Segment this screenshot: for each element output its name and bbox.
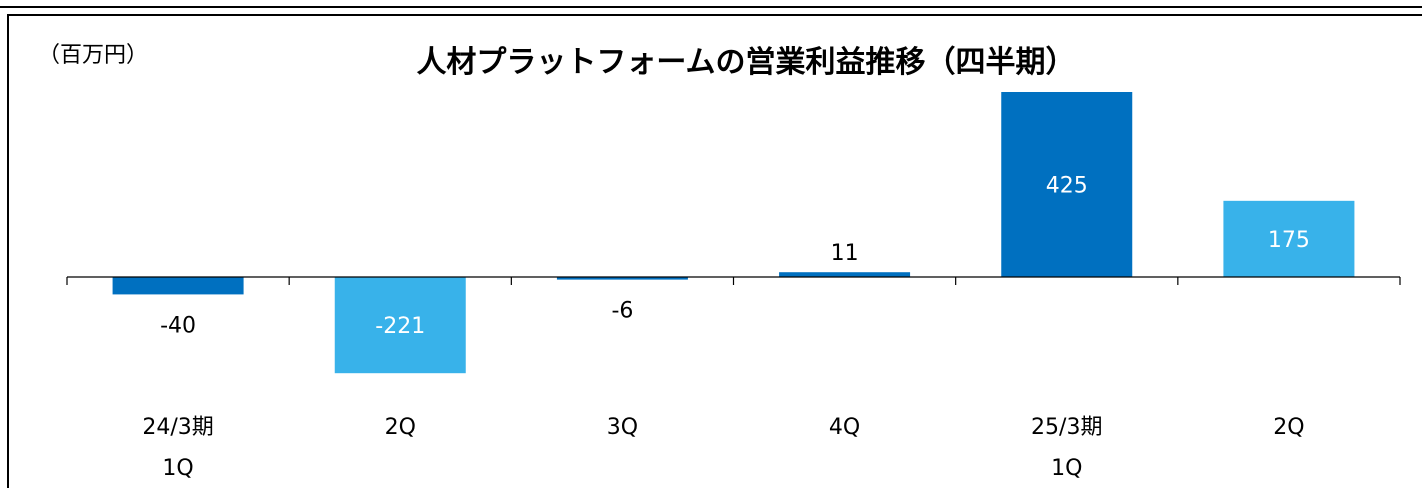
category-sublabel-1: 1Q <box>162 456 193 481</box>
category-label-6: 2Q <box>1273 415 1304 440</box>
data-label-4: 11 <box>831 241 859 266</box>
category-sublabel-5: 1Q <box>1051 456 1082 481</box>
bar-5 <box>1001 92 1133 277</box>
data-label-1: -40 <box>160 313 196 338</box>
chart-frame <box>7 14 1422 488</box>
category-label-1: 24/3期 <box>142 415 213 440</box>
top-rule <box>0 0 1422 8</box>
bar-1 <box>112 277 244 295</box>
category-label-4: 4Q <box>829 415 860 440</box>
data-label-3: -6 <box>611 299 633 324</box>
data-label-6: 175 <box>1268 228 1310 253</box>
category-label-3: 3Q <box>607 415 638 440</box>
unit-label: （百万円） <box>38 43 148 68</box>
bar-2 <box>334 277 466 374</box>
data-label-5: 425 <box>1046 174 1088 199</box>
bar-6 <box>1223 200 1355 277</box>
category-label-5: 25/3期 <box>1031 415 1102 440</box>
bar-4 <box>779 272 911 277</box>
bar-3 <box>556 277 688 280</box>
category-label-2: 2Q <box>385 415 416 440</box>
data-label-2: -221 <box>375 314 425 339</box>
chart-title: 人材プラットフォームの営業利益推移（四半期） <box>416 45 1075 80</box>
